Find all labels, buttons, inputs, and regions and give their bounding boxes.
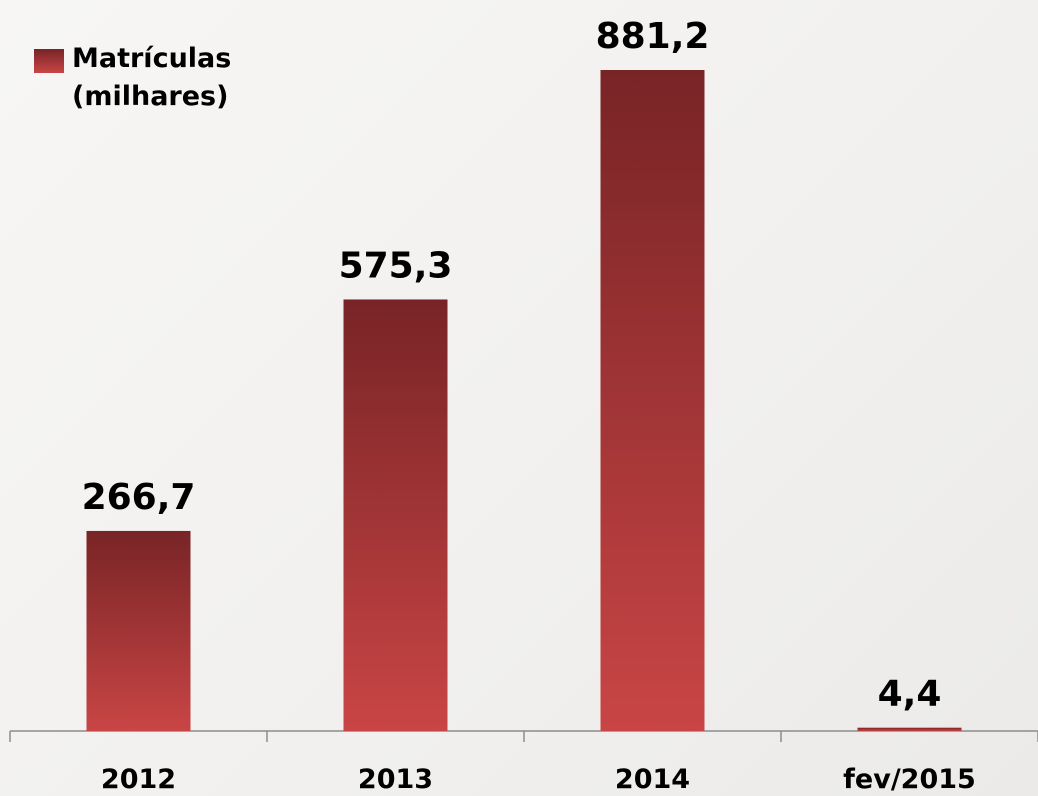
- bar: [857, 727, 962, 731]
- bar: [343, 299, 448, 731]
- x-tick-label: 2014: [615, 764, 690, 795]
- legend: Matrículas (milhares): [34, 40, 272, 116]
- bar: [86, 530, 191, 731]
- x-tick-label: 2013: [358, 764, 433, 795]
- bar: [600, 70, 705, 731]
- value-label: 266,7: [82, 477, 196, 518]
- x-tick-label: 2012: [101, 764, 176, 795]
- value-label: 575,3: [339, 245, 453, 286]
- legend-swatch: [34, 49, 64, 73]
- legend-label: Matrículas (milhares): [72, 43, 232, 112]
- value-label: 881,2: [596, 16, 710, 57]
- x-tick-label: fev/2015: [843, 764, 976, 795]
- value-label: 4,4: [878, 674, 942, 715]
